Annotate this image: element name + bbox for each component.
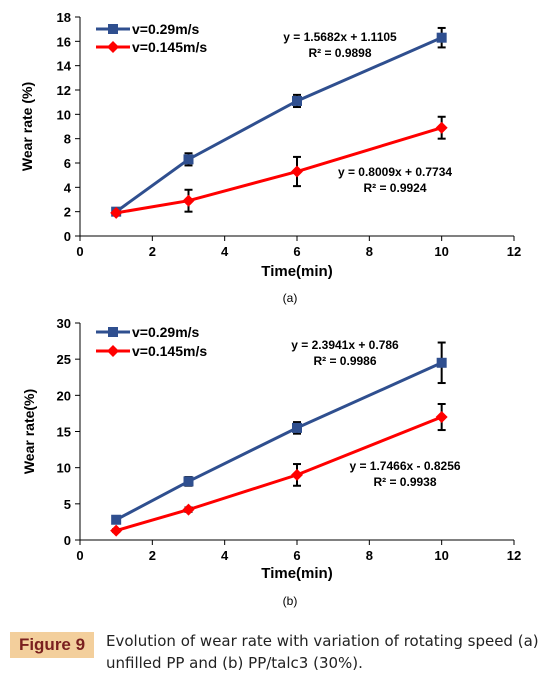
- series-1-point: [436, 32, 447, 43]
- equation-1: y = 2.3941x + 0.786: [291, 338, 399, 352]
- x-tick-label: 4: [221, 244, 229, 259]
- x-tick-label: 8: [366, 244, 373, 259]
- series-2-point: [435, 411, 448, 424]
- x-tick-label: 2: [149, 548, 156, 563]
- y-tick-label: 25: [57, 352, 71, 367]
- y-tick-label: 5: [64, 497, 71, 512]
- chart-a: 0 2 4 6 8 10 12 14 16 18 0 2 4 6 8 10 12 Wear rate (%) Tim…: [19, 10, 521, 305]
- legend-label-1: v=0.29m/s: [132, 21, 200, 37]
- series-1-line: [115, 361, 443, 522]
- x-tick-label: 6: [293, 548, 300, 563]
- x-tick-label: 8: [366, 548, 373, 563]
- r-squared-1: R² = 0.9986: [313, 354, 376, 368]
- x-tick-label: 10: [434, 244, 448, 259]
- r-squared-2: R² = 0.9924: [363, 181, 426, 195]
- legend-label-2: v=0.145m/s: [132, 39, 207, 55]
- legend-marker-1: [108, 24, 118, 34]
- legend-marker-1: [108, 327, 118, 337]
- x-tick-label: 10: [434, 548, 448, 563]
- y-axis-label: Wear rate(%): [21, 389, 37, 474]
- panel-label: (a): [283, 291, 298, 305]
- x-axis-label: Time(min): [261, 263, 332, 280]
- y-tick-label: 30: [57, 316, 71, 331]
- x-tick-label: 0: [76, 244, 83, 259]
- y-tick-label: 10: [57, 461, 71, 476]
- y-tick-label: 14: [57, 59, 72, 74]
- series-1-point: [111, 514, 122, 525]
- y-tick-label: 0: [64, 533, 71, 548]
- series-1-point: [292, 95, 302, 106]
- y-tick-label: 16: [57, 34, 71, 49]
- series-2-point: [435, 121, 448, 134]
- y-tick-label: 18: [57, 10, 71, 25]
- y-tick-label: 10: [57, 107, 71, 122]
- series-2-point: [110, 524, 123, 537]
- y-tick-label: 12: [57, 83, 71, 98]
- equation-2: y = 0.8009x + 0.7734: [338, 165, 452, 179]
- x-tick-label: 0: [76, 548, 83, 563]
- series-1-point: [292, 422, 302, 433]
- x-tick-label: 12: [507, 548, 521, 563]
- r-squared-1: R² = 0.9898: [308, 46, 371, 60]
- series-2-point: [110, 206, 123, 219]
- series-2-point: [182, 503, 195, 516]
- equation-1: y = 1.5682x + 1.1105: [283, 30, 397, 44]
- series-1-line: [115, 36, 443, 213]
- legend-marker-2: [107, 345, 119, 357]
- r-squared-2: R² = 0.9938: [373, 475, 436, 489]
- y-tick-label: 20: [57, 388, 71, 403]
- chart-b: 0 5 10 15 20 25 30 0 2 4 6 8 10 12 Wear rate(%) Time(mi…: [21, 316, 521, 608]
- x-tick-label: 12: [507, 244, 521, 259]
- x-axis-label: Time(min): [261, 565, 332, 582]
- figure-caption: Figure 9 Evolution of wear rate with var…: [10, 630, 545, 678]
- panel-label: (b): [283, 594, 298, 608]
- y-tick-label: 8: [64, 132, 71, 147]
- series-1-point: [436, 357, 447, 368]
- y-tick-label: 0: [64, 229, 71, 244]
- x-tick-label: 2: [149, 244, 156, 259]
- series-1-point: [183, 476, 194, 487]
- y-tick-label: 6: [64, 156, 71, 171]
- series-2-point: [291, 165, 303, 178]
- equation-2: y = 1.7466x - 0.8256: [349, 459, 460, 473]
- legend-label-1: v=0.29m/s: [132, 324, 200, 340]
- series-2-point: [291, 468, 303, 481]
- figure-label: Figure 9: [10, 632, 94, 658]
- x-tick-label: 4: [221, 548, 229, 563]
- series-2-line: [115, 415, 443, 533]
- y-tick-label: 2: [64, 205, 71, 220]
- legend-label-2: v=0.145m/s: [132, 343, 207, 359]
- y-tick-label: 15: [57, 425, 71, 440]
- y-tick-label: 4: [64, 180, 72, 195]
- legend-marker-2: [107, 41, 119, 53]
- series-2-point: [182, 194, 195, 207]
- series-2-line: [115, 126, 443, 215]
- series-1-point: [183, 154, 194, 165]
- x-tick-label: 6: [293, 244, 300, 259]
- caption-text: Evolution of wear rate with variation of…: [106, 632, 539, 672]
- y-axis-label: Wear rate (%): [19, 82, 35, 171]
